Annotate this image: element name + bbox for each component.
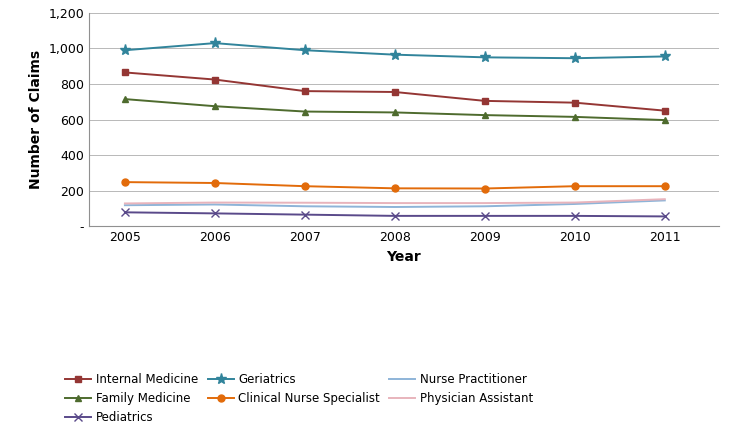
Pediatrics <box>300 212 309 217</box>
Internal Medicine <box>121 70 130 75</box>
Family Medicine <box>391 110 399 115</box>
Family Medicine <box>121 96 130 101</box>
Geriatrics <box>480 55 489 60</box>
Nurse Practitioner <box>391 204 399 209</box>
Line: Physician Assistant: Physician Assistant <box>125 199 665 203</box>
Line: Family Medicine: Family Medicine <box>122 95 668 123</box>
Nurse Practitioner <box>480 204 489 209</box>
Internal Medicine <box>571 100 579 105</box>
Internal Medicine <box>210 77 219 82</box>
Pediatrics <box>660 214 669 219</box>
Pediatrics <box>480 213 489 218</box>
Pediatrics <box>210 211 219 216</box>
Internal Medicine <box>660 108 669 113</box>
Geriatrics <box>121 48 130 53</box>
Clinical Nurse Specialist <box>391 186 399 191</box>
Internal Medicine <box>480 98 489 104</box>
Clinical Nurse Specialist <box>210 181 219 186</box>
Clinical Nurse Specialist <box>571 184 579 189</box>
Y-axis label: Number of Claims: Number of Claims <box>29 50 43 189</box>
Geriatrics <box>571 55 579 61</box>
Physician Assistant <box>480 200 489 206</box>
Nurse Practitioner <box>571 201 579 206</box>
Physician Assistant <box>391 200 399 206</box>
Physician Assistant <box>660 197 669 202</box>
Pediatrics <box>121 210 130 215</box>
Physician Assistant <box>571 200 579 205</box>
Nurse Practitioner <box>121 203 130 208</box>
Geriatrics <box>210 40 219 46</box>
Line: Pediatrics: Pediatrics <box>121 208 669 221</box>
Pediatrics <box>571 213 579 218</box>
Nurse Practitioner <box>660 198 669 203</box>
Physician Assistant <box>210 200 219 205</box>
Clinical Nurse Specialist <box>300 184 309 189</box>
Clinical Nurse Specialist <box>121 180 130 185</box>
Physician Assistant <box>121 201 130 206</box>
Internal Medicine <box>300 89 309 94</box>
Internal Medicine <box>391 89 399 95</box>
Family Medicine <box>660 117 669 123</box>
Line: Clinical Nurse Specialist: Clinical Nurse Specialist <box>122 178 668 192</box>
Clinical Nurse Specialist <box>480 186 489 191</box>
Line: Nurse Practitioner: Nurse Practitioner <box>125 200 665 207</box>
Legend: Internal Medicine, Family Medicine, Pediatrics, Geriatrics, Clinical Nurse Speci: Internal Medicine, Family Medicine, Pedi… <box>65 373 534 424</box>
Line: Geriatrics: Geriatrics <box>119 37 671 64</box>
Nurse Practitioner <box>300 204 309 209</box>
Family Medicine <box>210 104 219 109</box>
Nurse Practitioner <box>210 202 219 207</box>
Geriatrics <box>300 48 309 53</box>
Family Medicine <box>480 113 489 118</box>
Geriatrics <box>660 54 669 59</box>
X-axis label: Year: Year <box>387 249 421 264</box>
Physician Assistant <box>300 200 309 205</box>
Line: Internal Medicine: Internal Medicine <box>122 69 668 114</box>
Geriatrics <box>391 52 399 57</box>
Clinical Nurse Specialist <box>660 184 669 189</box>
Pediatrics <box>391 213 399 218</box>
Family Medicine <box>571 114 579 120</box>
Family Medicine <box>300 109 309 114</box>
